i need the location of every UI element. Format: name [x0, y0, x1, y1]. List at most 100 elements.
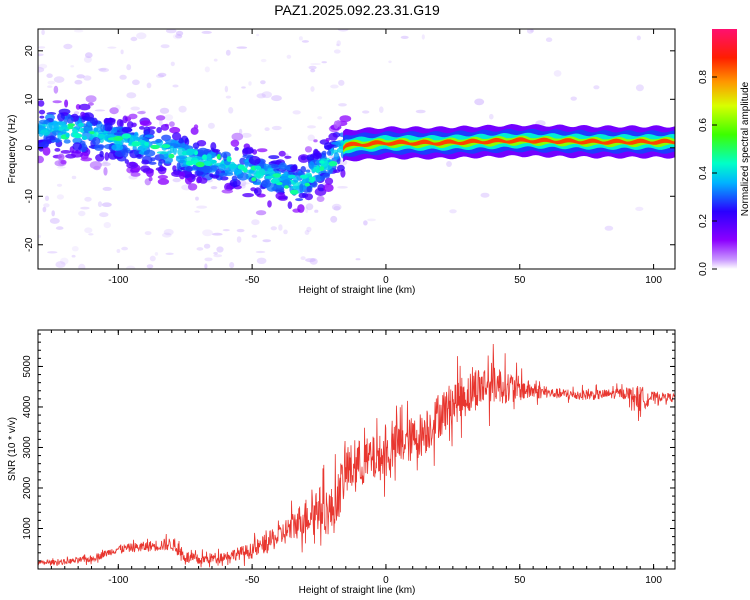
background-speck — [286, 54, 292, 59]
ridge-blob — [231, 175, 238, 182]
ridge-blob — [104, 152, 110, 161]
background-speck — [337, 29, 349, 32]
ridge-blob — [39, 115, 45, 119]
background-speck — [305, 206, 309, 213]
ridge-blob — [124, 159, 129, 164]
background-speck — [204, 257, 213, 262]
ridge-blob — [67, 116, 74, 124]
background-speck — [570, 96, 577, 101]
background-speck — [38, 46, 46, 49]
background-speck — [400, 35, 409, 40]
ridge-blob — [155, 115, 166, 121]
background-speck — [44, 195, 50, 201]
snr-panel: -100 -50 0 50 100 1000 2000 3000 4000 5000 Heigh… — [7, 329, 676, 596]
background-speck — [170, 61, 175, 67]
background-speck — [314, 209, 319, 213]
snr-y-label: SNR (10 * v/v) — [7, 417, 18, 481]
background-speck — [241, 132, 252, 138]
ridge-hotspot — [131, 141, 141, 147]
background-speck — [71, 175, 77, 180]
ridge-blob — [53, 85, 59, 94]
ridge-blob — [323, 183, 334, 192]
ridge-hotspot — [67, 123, 76, 127]
x-tick-label: -100 — [108, 575, 128, 586]
background-speck — [474, 98, 485, 106]
ridge-blob — [139, 126, 145, 130]
background-speck — [125, 265, 136, 269]
ridge-hotspot — [270, 178, 280, 184]
background-speck — [236, 236, 242, 243]
ridge-blob — [218, 172, 228, 177]
background-speck — [46, 73, 53, 78]
background-speck — [98, 67, 110, 73]
background-speck — [60, 257, 69, 265]
ridge-hotspot — [328, 161, 338, 167]
ridge-blob — [122, 115, 128, 124]
background-speck — [100, 162, 111, 167]
ridge-hotspot — [73, 133, 83, 139]
background-speck — [160, 44, 170, 49]
background-speck — [336, 43, 340, 47]
background-speck — [76, 74, 85, 79]
background-speck — [47, 251, 58, 254]
ridge-blob — [307, 156, 313, 160]
ridge-blob — [192, 142, 200, 149]
ridge-blob — [229, 178, 241, 188]
ridge-blob — [139, 120, 152, 127]
colorbar: 0.0 0.2 0.4 0.6 0.8 Normalized spectral ampl… — [698, 29, 750, 276]
background-speck — [308, 65, 317, 70]
background-speck — [126, 92, 137, 99]
ridge-blob — [53, 123, 60, 131]
background-speck — [251, 219, 260, 226]
background-speck — [120, 49, 124, 55]
background-speck — [47, 85, 53, 88]
background-speck — [255, 250, 266, 254]
ridge-blob — [159, 165, 164, 172]
background-speck — [71, 246, 79, 252]
background-speck — [78, 263, 86, 269]
ridge-blob — [38, 142, 49, 148]
background-speck — [80, 206, 90, 210]
background-speck — [130, 106, 140, 111]
background-speck — [367, 218, 376, 222]
ridge-blob — [300, 155, 307, 161]
ridge-blob — [218, 163, 226, 171]
background-speck — [83, 75, 92, 81]
x-tick-label: 100 — [645, 275, 662, 286]
ridge-blob — [87, 102, 94, 106]
ridge-blob — [57, 126, 70, 132]
background-speck — [388, 60, 392, 64]
background-speck — [165, 252, 174, 255]
ridge-blob — [253, 189, 259, 194]
ridge-blob — [148, 176, 153, 182]
background-speck — [43, 203, 50, 208]
background-speck — [107, 46, 117, 49]
background-speck — [38, 234, 41, 239]
ridge-blob — [169, 126, 181, 134]
background-speck — [159, 107, 170, 114]
ridge-hotspot — [290, 189, 299, 195]
background-speck — [56, 183, 63, 187]
background-speck — [175, 34, 183, 39]
background-speck — [593, 85, 600, 90]
y-tick-label: -20 — [24, 237, 35, 252]
colorbar-tick-label: 0.0 — [698, 262, 709, 276]
background-speck — [73, 29, 84, 33]
background-speck — [489, 113, 494, 120]
ridge-blob — [89, 161, 102, 170]
background-speck — [251, 234, 258, 238]
background-speck — [159, 119, 163, 126]
colorbar-ticks: 0.0 0.2 0.4 0.6 0.8 — [698, 70, 717, 276]
background-speck — [310, 68, 316, 73]
ridge-blob — [255, 210, 267, 216]
background-speck — [307, 125, 316, 129]
ridge-blob — [157, 175, 168, 180]
background-speck — [53, 76, 65, 83]
ridge-blob — [103, 167, 108, 176]
background-speck — [256, 93, 266, 99]
background-speck — [213, 251, 218, 255]
y-tick-label: 20 — [24, 45, 35, 57]
colorbar-tick-label: 0.2 — [698, 214, 709, 228]
background-speck — [530, 29, 534, 33]
